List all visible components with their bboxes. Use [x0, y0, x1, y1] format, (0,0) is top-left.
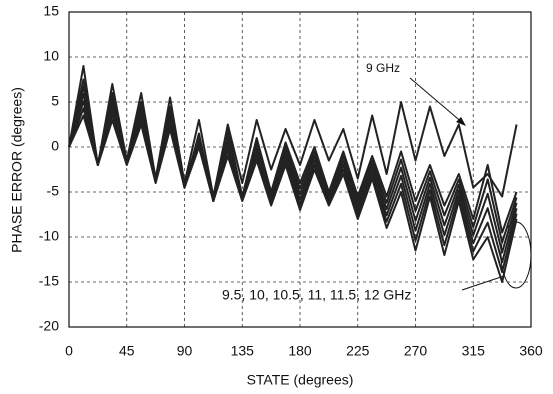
- x-tick-label: 180: [288, 343, 312, 359]
- plot-frame: [68, 11, 532, 328]
- y-axis-label: PHASE ERROR (degrees): [9, 87, 25, 253]
- y-tick-label: -5: [47, 183, 60, 199]
- y-tick-label: 15: [43, 3, 59, 19]
- y-tick-label: 10: [43, 48, 59, 64]
- x-axis-label: STATE (degrees): [247, 372, 354, 388]
- x-tick-label: 135: [231, 343, 255, 359]
- x-tick-label: 90: [177, 343, 193, 359]
- y-tick-label: 5: [51, 93, 59, 109]
- y-tick-label: -20: [39, 318, 59, 334]
- x-tick-label: 270: [404, 343, 428, 359]
- y-tick-label: 0: [51, 138, 59, 154]
- x-tick-label: 360: [519, 343, 543, 359]
- annotation: 9 GHz: [366, 61, 400, 75]
- annotation: 9.5, 10, 10.5, 11, 11.5, 12 GHz: [222, 287, 411, 303]
- x-tick-label: 45: [119, 343, 135, 359]
- y-tick-label: -10: [39, 228, 59, 244]
- arrow-head: [456, 117, 466, 126]
- x-tick-label: 225: [346, 343, 370, 359]
- annotation-arrow: [409, 77, 465, 125]
- series-line: [68, 114, 518, 283]
- x-tick-label: 315: [462, 343, 486, 359]
- series-line: [68, 65, 518, 198]
- annotation-line: [461, 275, 505, 291]
- y-tick-label: -15: [39, 273, 59, 289]
- x-tick-label: 0: [65, 343, 73, 359]
